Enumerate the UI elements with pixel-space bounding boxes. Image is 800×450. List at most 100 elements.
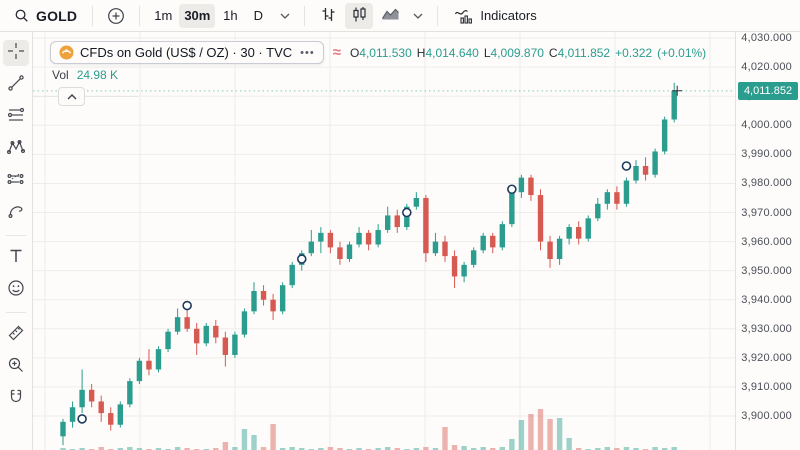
candlestick-chart[interactable] [33, 32, 735, 450]
candle [117, 404, 123, 425]
chevron-down-icon [413, 13, 423, 19]
candle [614, 192, 620, 204]
candle [547, 241, 553, 260]
tool-text[interactable] [3, 245, 29, 271]
area-style-button[interactable] [376, 3, 404, 29]
tool-brush[interactable] [3, 200, 29, 226]
candles-style-button[interactable] [345, 2, 374, 29]
trade-marker[interactable] [77, 414, 87, 424]
axis-label-3950: 3,950.000 [741, 264, 792, 277]
candle [127, 381, 133, 405]
tool-xabcd-pattern[interactable] [3, 136, 29, 162]
tool-projection[interactable] [3, 168, 29, 194]
candle [556, 238, 563, 260]
change-percent: (+0.01%) [657, 45, 707, 60]
candle [661, 119, 668, 152]
close-value: 4,011.852 [557, 45, 611, 60]
axis-label-3900: 3,900.000 [741, 410, 792, 422]
candle [213, 325, 219, 338]
interval-menu-button[interactable] [275, 3, 295, 29]
candle [499, 224, 505, 248]
trade-marker[interactable] [401, 207, 412, 218]
trade-marker[interactable] [507, 184, 517, 195]
series-title: CFDs on Gold (US$ / OZ) · 30 · TVC [80, 45, 293, 60]
candle [327, 232, 334, 248]
tool-trend-line[interactable] [3, 72, 29, 98]
tool-ruler[interactable] [3, 322, 29, 348]
interval-button-30m[interactable]: 30m [179, 3, 216, 28]
interval-button-1m[interactable]: 1m [149, 4, 177, 28]
candle [566, 227, 572, 239]
candle [576, 227, 582, 239]
candle [432, 241, 439, 254]
zoom-in-icon [7, 356, 25, 379]
candle [241, 311, 248, 335]
indicators-label: Indicators [480, 8, 537, 23]
delayed-data-icon[interactable]: ≈ [332, 44, 341, 61]
price-axis[interactable]: 4,011.852 4,030.0004,020.0004,010.0004,0… [735, 32, 800, 450]
tool-crosshair[interactable] [3, 40, 29, 66]
volume-layer [60, 409, 677, 450]
low-value: 4,009.870 [490, 45, 544, 60]
interval-button-1h[interactable]: 1h [217, 4, 243, 28]
tool-group-separator [6, 235, 26, 236]
candle [537, 195, 544, 242]
candle [251, 290, 257, 312]
candle [528, 177, 534, 196]
candle [60, 421, 66, 437]
indicators-button[interactable]: Indicators [447, 3, 543, 29]
chevron-up-icon [67, 93, 76, 99]
tool-zoom-in[interactable] [3, 354, 29, 380]
series-legend[interactable]: CFDs on Gold (US$ / OZ) · 30 · TVC ••• [50, 41, 324, 64]
trade-marker[interactable] [182, 300, 192, 311]
candle [174, 317, 181, 332]
symbol-search[interactable]: GOLD [8, 3, 83, 29]
trend-line-icon [7, 74, 25, 97]
add-symbol-button[interactable] [102, 3, 130, 29]
candle [222, 337, 229, 355]
low-label: L [483, 45, 491, 60]
candle [289, 264, 295, 286]
open-value: 4,011.530 [359, 45, 412, 60]
candle [642, 165, 649, 175]
chart-style-menu-button[interactable] [408, 3, 428, 29]
axis-label-4020: 4,020.000 [741, 61, 792, 74]
workspace: CFDs on Gold (US$ / OZ) · 30 · TVC ••• ≈… [0, 32, 800, 450]
candle [385, 215, 391, 230]
last-price-tag: 4,011.852 [738, 81, 798, 100]
tool-fib-retracement[interactable] [3, 104, 29, 130]
brush-icon [7, 202, 25, 225]
candle [232, 334, 238, 355]
text-icon [7, 247, 25, 270]
candles-layer [60, 82, 677, 446]
candle [585, 218, 591, 239]
indicators-icon [455, 10, 473, 24]
chart-area[interactable]: CFDs on Gold (US$ / OZ) · 30 · TVC ••• ≈… [33, 32, 735, 450]
trade-marker[interactable] [296, 254, 307, 264]
axis-label-3920: 3,920.000 [741, 351, 792, 364]
series-more-button[interactable]: ••• [300, 46, 315, 59]
candle [652, 151, 658, 175]
collapse-legend-button[interactable] [58, 87, 85, 106]
trade-marker[interactable] [621, 161, 632, 171]
interval-button-D[interactable]: D [245, 4, 271, 28]
legend-divider [33, 96, 138, 97]
tool-emoji[interactable] [3, 277, 29, 303]
axis-label-3980: 3,980.000 [741, 177, 792, 190]
candle [79, 389, 85, 408]
high-label: H [416, 45, 426, 60]
search-icon [15, 9, 28, 22]
candle [194, 328, 200, 344]
area-icon [381, 6, 400, 25]
fib-retracement-icon [7, 106, 25, 129]
volume-value: 24.98 K [76, 68, 119, 82]
candle [394, 215, 400, 228]
candle [69, 407, 76, 422]
candle [518, 177, 525, 193]
tool-magnet[interactable] [3, 386, 29, 412]
axis-label-3910: 3,910.000 [741, 380, 792, 393]
legend-row: CFDs on Gold (US$ / OZ) · 30 · TVC ••• ≈… [50, 41, 706, 64]
candle [270, 299, 276, 312]
bars-style-button[interactable] [314, 3, 342, 29]
candle [423, 197, 429, 254]
